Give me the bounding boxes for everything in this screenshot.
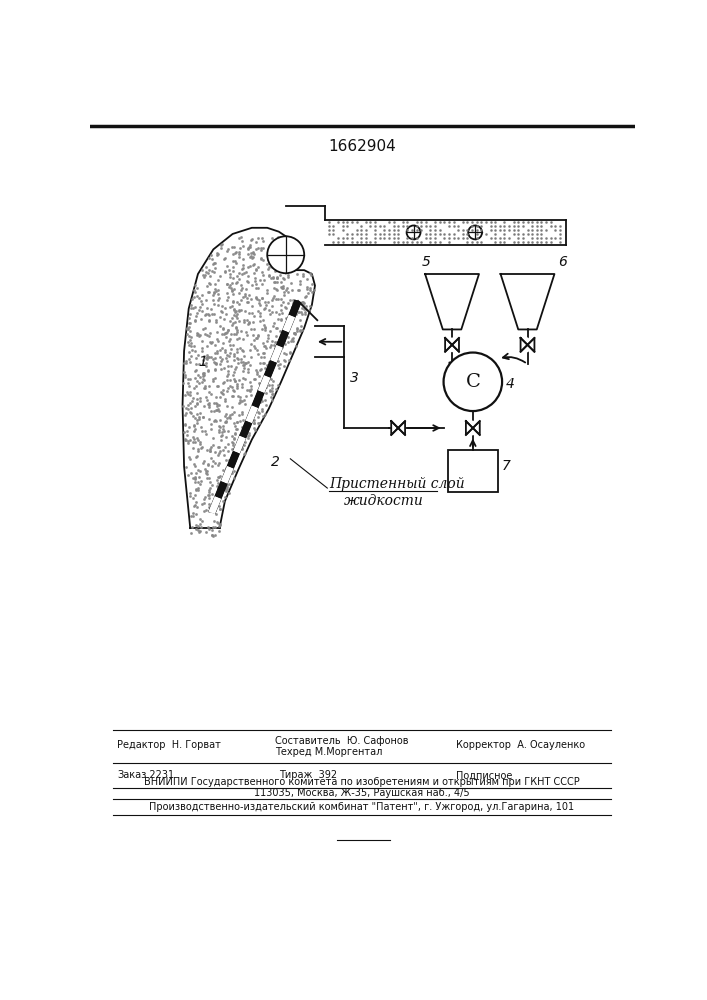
Text: С: С bbox=[465, 373, 480, 391]
Text: 6: 6 bbox=[559, 255, 567, 269]
Text: Производственно-издательский комбинат "Патент", г. Ужгород, ул.Гагарина, 101: Производственно-издательский комбинат "П… bbox=[149, 802, 575, 812]
Text: Тираж  392: Тираж 392 bbox=[279, 770, 337, 780]
Text: ВНИИПИ Государственного комитета по изобретениям и открытиям при ГКНТ СССР: ВНИИПИ Государственного комитета по изоб… bbox=[144, 777, 580, 787]
Text: Составитель  Ю. Сафонов: Составитель Ю. Сафонов bbox=[275, 736, 409, 746]
Text: Пристенный слой: Пристенный слой bbox=[329, 477, 464, 491]
Polygon shape bbox=[520, 338, 534, 352]
Text: 1: 1 bbox=[198, 355, 207, 369]
Polygon shape bbox=[466, 421, 480, 435]
Text: Подписное: Подписное bbox=[456, 770, 513, 780]
Text: 5: 5 bbox=[421, 255, 430, 269]
Text: 4: 4 bbox=[506, 377, 515, 391]
Text: Техред М.Моргентал: Техред М.Моргентал bbox=[275, 747, 382, 757]
Text: 113035, Москва, Ж-35, Раушская наб., 4/5: 113035, Москва, Ж-35, Раушская наб., 4/5 bbox=[254, 788, 469, 798]
Text: Заказ.2231: Заказ.2231 bbox=[117, 770, 174, 780]
Text: 1662904: 1662904 bbox=[328, 139, 396, 154]
Bar bbox=[448, 450, 498, 492]
Circle shape bbox=[267, 236, 304, 273]
Text: жидкости: жидкости bbox=[344, 494, 424, 508]
Polygon shape bbox=[391, 421, 405, 435]
Text: Редактор  Н. Горват: Редактор Н. Горват bbox=[117, 740, 221, 750]
Text: 7: 7 bbox=[501, 459, 510, 473]
Circle shape bbox=[443, 353, 502, 411]
Text: 3: 3 bbox=[351, 371, 359, 385]
Text: 2: 2 bbox=[271, 456, 280, 470]
Text: Корректор  А. Осауленко: Корректор А. Осауленко bbox=[456, 740, 585, 750]
Polygon shape bbox=[445, 338, 459, 352]
